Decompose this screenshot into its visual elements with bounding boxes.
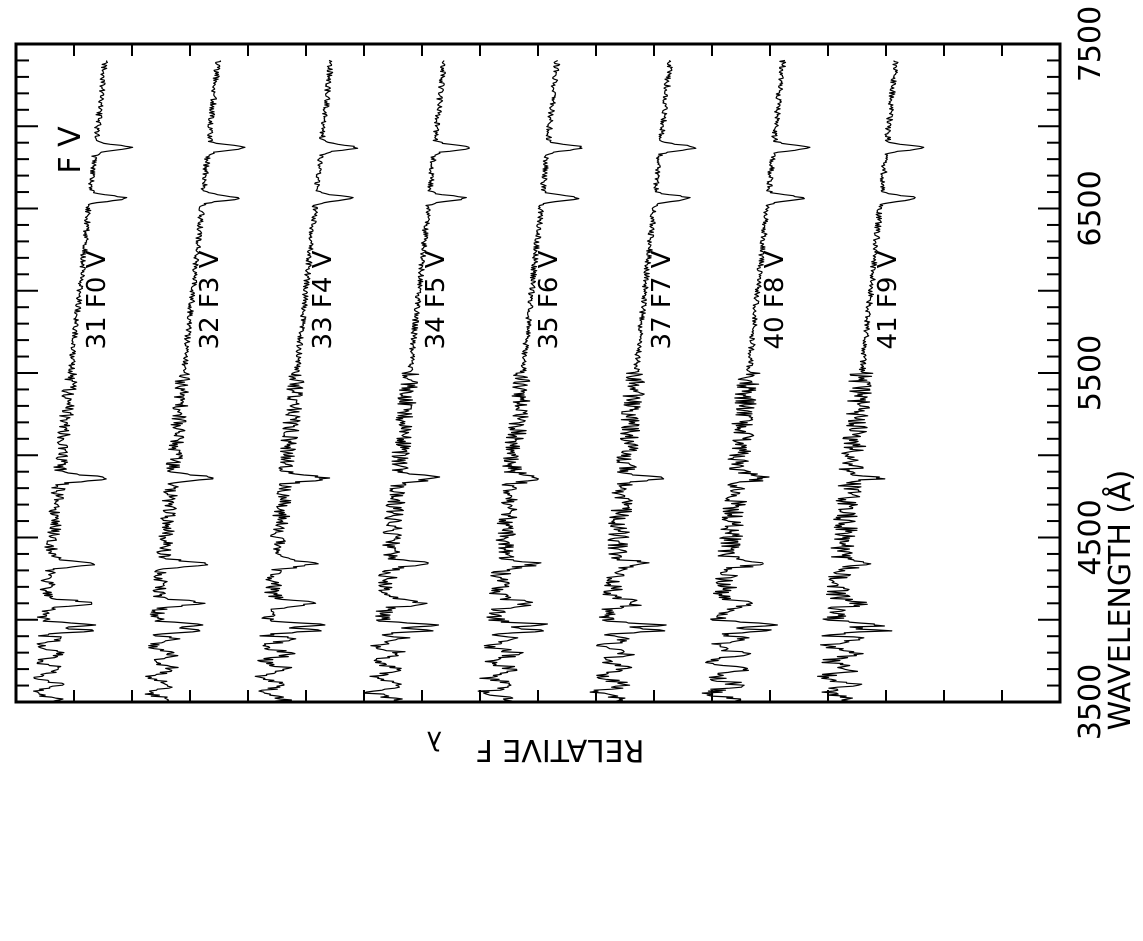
spectrum-series-3 xyxy=(254,59,359,703)
x-tick-label-5500: 5500 xyxy=(1073,335,1108,411)
y-axis-label: RELATIVE F xyxy=(476,732,645,767)
spectra-group xyxy=(33,59,925,703)
spectrum-series-6 xyxy=(589,59,697,703)
y-axis-label-subscript: λ xyxy=(427,725,442,755)
spectrum-series-5 xyxy=(477,59,583,703)
spectrum-series-7 xyxy=(701,59,811,703)
spectrum-series-8 xyxy=(817,60,925,703)
x-tick-label-7500: 7500 xyxy=(1073,6,1108,82)
plot-frame xyxy=(14,42,1062,704)
series-label-1: 31 F0 V xyxy=(82,250,112,349)
series-label-4: 34 F5 V xyxy=(421,250,451,349)
x-tick-labels: 3500 4500 5500 6500 7500 xyxy=(1073,6,1108,740)
x-tick-label-4500: 4500 xyxy=(1073,499,1108,575)
spectrum-series-4 xyxy=(363,60,470,703)
series-label-3: 33 F4 V xyxy=(308,250,338,349)
x-tick-label-3500: 3500 xyxy=(1073,664,1108,740)
series-label-8: 41 F9 V xyxy=(873,250,903,349)
y-axis-label-group: RELATIVE F λ xyxy=(427,725,645,767)
spectrum-series-1 xyxy=(33,60,134,703)
x-tick-label-6500: 6500 xyxy=(1073,170,1108,246)
series-label-5: 35 F6 V xyxy=(534,250,564,349)
series-labels: 31 F0 V 32 F3 V 33 F4 V 34 F5 V 35 F6 V 37 F7… xyxy=(82,250,903,349)
chart-title: F V xyxy=(53,126,88,174)
x-axis-label: WAVELENGTH (Å) xyxy=(1102,470,1138,731)
series-label-7: 40 F8 V xyxy=(760,250,790,349)
series-label-2: 32 F3 V xyxy=(195,250,225,349)
axis-ticks xyxy=(16,43,1060,703)
spectrum-series-2 xyxy=(144,60,246,703)
series-label-6: 37 F7 V xyxy=(647,250,677,349)
